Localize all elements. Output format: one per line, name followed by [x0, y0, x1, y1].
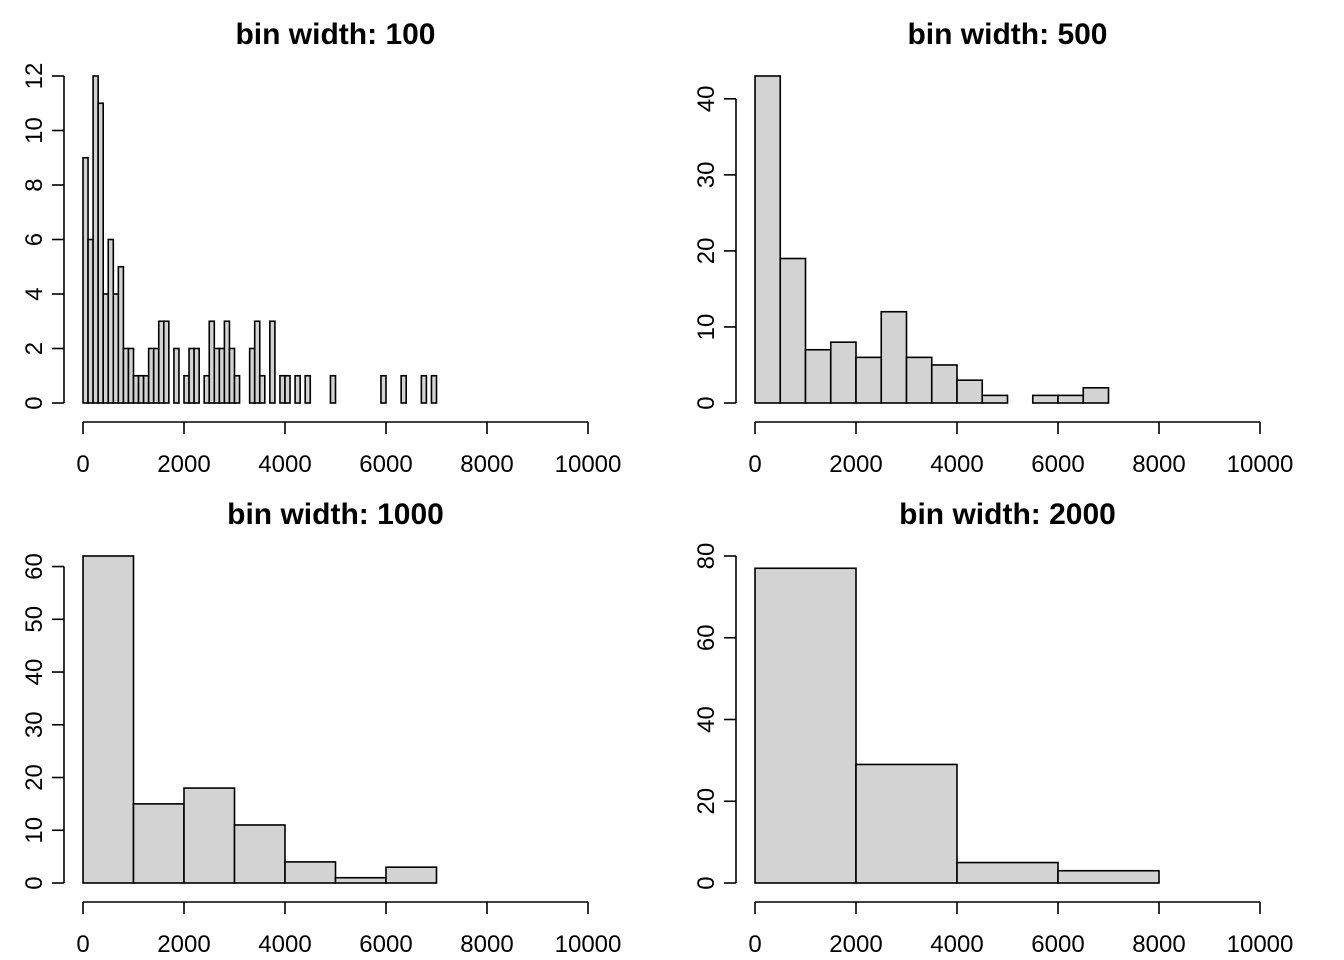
y-tick-label: 0 [693, 396, 720, 409]
x-tick-label: 8000 [1132, 451, 1185, 478]
y-tick-label: 60 [21, 553, 48, 580]
histogram-bar [385, 866, 438, 884]
y-tick-label: 80 [693, 543, 720, 570]
histogram-bar [329, 374, 337, 404]
y-tick-label: 10 [693, 314, 720, 341]
histogram-bar [284, 374, 291, 404]
y-tick-label: 20 [693, 238, 720, 265]
x-tick-label: 10000 [1227, 931, 1294, 958]
histogram-bar [956, 861, 1059, 884]
x-tick-label: 6000 [1031, 931, 1084, 958]
x-tick-label: 0 [748, 451, 761, 478]
x-tick-label: 0 [748, 931, 761, 958]
y-tick-label: 40 [693, 706, 720, 733]
histogram-bar [183, 787, 236, 884]
histogram-bar [193, 347, 200, 404]
histogram-bar [269, 320, 276, 404]
histogram-bar [1057, 869, 1160, 884]
histogram-bar [779, 257, 807, 404]
y-tick-label: 60 [693, 624, 720, 651]
histogram-bar [1031, 394, 1059, 404]
histogram-bar [930, 364, 958, 404]
y-tick-label: 0 [21, 876, 48, 889]
x-tick-label: 2000 [829, 931, 882, 958]
histogram-bar [82, 555, 135, 884]
histogram-bar [1057, 394, 1085, 404]
histogram-bar [855, 763, 958, 884]
histogram-bar [400, 374, 407, 404]
histogram-bar [258, 374, 266, 404]
histogram-bar [233, 374, 241, 404]
x-tick-label: 0 [76, 931, 89, 958]
histogram-panel-bin-2000: bin width: 2000 0 2000 4000 6000 8000 10000 0 20… [693, 498, 1293, 958]
histogram-bar [754, 567, 857, 884]
x-tick-label: 4000 [258, 931, 311, 958]
panel-title: bin width: 500 [907, 18, 1107, 51]
histogram-bar [97, 102, 105, 404]
y-tick-label: 30 [693, 162, 720, 189]
x-tick-label: 8000 [1132, 931, 1185, 958]
x-tick-label: 6000 [359, 931, 412, 958]
panel-title: bin width: 1000 [227, 498, 444, 531]
histogram-panel-bin-100: bin width: 100 0 2000 4000 6000 8000 10000 0 2 4 6… [21, 18, 621, 478]
y-tick-label: 12 [21, 63, 48, 90]
x-tick-label: 0 [76, 451, 89, 478]
y-tick-label: 40 [693, 85, 720, 112]
histogram-panel-bin-500: bin width: 500 0 2000 4000 6000 8000 10000 0 10 2… [693, 18, 1293, 478]
histogram-bar [334, 876, 387, 884]
x-tick-label: 4000 [258, 451, 311, 478]
y-tick-label: 30 [21, 711, 48, 738]
histogram-bar [905, 356, 933, 404]
histogram-bar [117, 265, 125, 404]
histogram-bar [380, 374, 387, 404]
histogram-bar [880, 310, 908, 404]
x-tick-label: 10000 [555, 931, 622, 958]
histogram-bar [430, 374, 438, 404]
histogram-bar [956, 379, 984, 404]
histogram-bar [284, 861, 337, 884]
y-tick-label: 20 [21, 764, 48, 791]
x-tick-label: 6000 [359, 451, 412, 478]
panel-title: bin width: 100 [235, 18, 435, 51]
y-tick-label: 4 [21, 287, 48, 300]
y-tick-label: 2 [21, 342, 48, 355]
y-tick-label: 6 [21, 233, 48, 246]
panel-title: bin width: 2000 [899, 498, 1116, 531]
histogram-bar [754, 75, 782, 404]
y-tick-label: 40 [21, 659, 48, 686]
x-tick-label: 4000 [930, 931, 983, 958]
x-tick-label: 10000 [1227, 451, 1294, 478]
x-tick-label: 8000 [460, 931, 513, 958]
histogram-panel-bin-1000: bin width: 1000 0 2000 4000 6000 8000 10000 0 10… [21, 498, 621, 958]
y-tick-label: 0 [21, 396, 48, 409]
histogram-bar [804, 348, 832, 404]
x-tick-label: 2000 [157, 451, 210, 478]
y-tick-label: 20 [693, 788, 720, 815]
histogram-bar [855, 356, 883, 404]
x-tick-label: 10000 [555, 451, 622, 478]
y-tick-label: 10 [21, 817, 48, 844]
x-tick-label: 2000 [829, 451, 882, 478]
x-tick-label: 6000 [1031, 451, 1084, 478]
x-tick-label: 2000 [157, 931, 210, 958]
histogram-bar [233, 824, 286, 884]
x-tick-label: 8000 [460, 451, 513, 478]
y-tick-label: 10 [21, 117, 48, 144]
y-tick-label: 8 [21, 178, 48, 191]
histogram-bar [132, 803, 185, 884]
histogram-bar [294, 374, 301, 404]
histogram-bar [829, 341, 857, 404]
histogram-bar [420, 374, 428, 404]
x-tick-label: 4000 [930, 451, 983, 478]
histogram-bar [163, 320, 170, 404]
histogram-bar [981, 394, 1009, 404]
histogram-bar [1082, 386, 1110, 404]
y-tick-label: 0 [693, 876, 720, 889]
histogram-bar [253, 320, 261, 404]
y-tick-label: 50 [21, 606, 48, 633]
histogram-bar [173, 347, 180, 404]
histogram-bar [304, 374, 312, 404]
